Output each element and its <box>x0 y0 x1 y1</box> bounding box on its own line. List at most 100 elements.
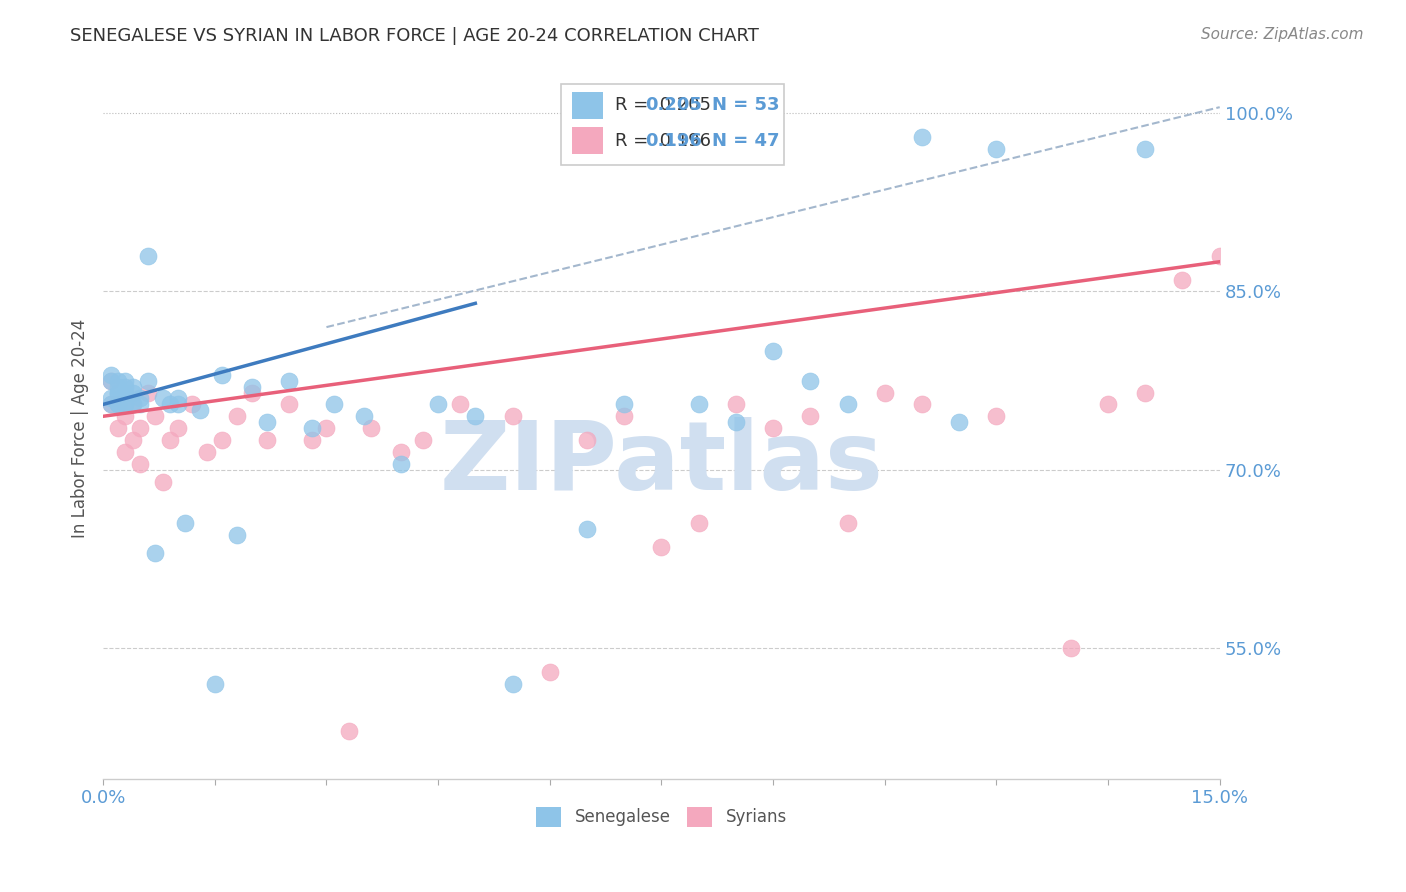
Text: SENEGALESE VS SYRIAN IN LABOR FORCE | AGE 20-24 CORRELATION CHART: SENEGALESE VS SYRIAN IN LABOR FORCE | AG… <box>70 27 759 45</box>
Point <box>762 421 785 435</box>
Point <box>100 368 122 382</box>
Point <box>114 374 136 388</box>
Point <box>226 528 249 542</box>
Point <box>464 409 486 424</box>
Point <box>986 409 1008 424</box>
Point <box>613 409 636 424</box>
Point <box>122 379 145 393</box>
Point <box>129 397 152 411</box>
Point <box>188 403 211 417</box>
Point <box>1135 385 1157 400</box>
Point <box>174 516 197 531</box>
Point <box>100 374 122 388</box>
Point <box>1097 397 1119 411</box>
FancyBboxPatch shape <box>572 92 603 119</box>
Point <box>136 374 159 388</box>
Point <box>240 379 263 393</box>
Point <box>278 374 301 388</box>
Point <box>107 379 129 393</box>
Point <box>129 457 152 471</box>
Point <box>575 433 598 447</box>
Point <box>122 397 145 411</box>
Point <box>159 397 181 411</box>
Point <box>449 397 471 411</box>
Point <box>114 397 136 411</box>
Point <box>278 397 301 411</box>
Text: R =  0.205: R = 0.205 <box>614 96 710 114</box>
Point <box>240 385 263 400</box>
Point <box>166 421 188 435</box>
Point <box>256 433 278 447</box>
Point <box>688 397 710 411</box>
Point <box>129 421 152 435</box>
Point <box>837 516 859 531</box>
Point <box>1171 272 1194 286</box>
Point <box>166 392 188 406</box>
Point <box>322 397 344 411</box>
Point <box>1135 142 1157 156</box>
Text: R =  0.196: R = 0.196 <box>614 132 710 150</box>
Point <box>427 397 450 411</box>
Point <box>724 415 747 429</box>
Point <box>114 385 136 400</box>
Point <box>143 409 166 424</box>
Point <box>129 392 152 406</box>
Point <box>353 409 375 424</box>
Point <box>195 445 218 459</box>
Point <box>724 397 747 411</box>
Point <box>204 677 226 691</box>
Point <box>799 374 821 388</box>
Text: Source: ZipAtlas.com: Source: ZipAtlas.com <box>1201 27 1364 42</box>
Point <box>1209 249 1232 263</box>
Point <box>107 385 129 400</box>
Point <box>948 415 970 429</box>
Point <box>100 392 122 406</box>
Point <box>107 374 129 388</box>
Point <box>1060 641 1083 656</box>
Point <box>114 379 136 393</box>
Point <box>114 445 136 459</box>
Point <box>122 397 145 411</box>
Point <box>107 421 129 435</box>
Point <box>107 397 129 411</box>
FancyBboxPatch shape <box>561 85 785 165</box>
Point <box>100 374 122 388</box>
Y-axis label: In Labor Force | Age 20-24: In Labor Force | Age 20-24 <box>72 318 89 538</box>
Point <box>389 457 412 471</box>
Point <box>575 522 598 536</box>
Point <box>122 385 145 400</box>
Point <box>256 415 278 429</box>
Point <box>136 249 159 263</box>
Point <box>837 397 859 411</box>
Text: N = 53: N = 53 <box>711 96 779 114</box>
Point <box>799 409 821 424</box>
Point <box>911 397 934 411</box>
Point <box>211 368 233 382</box>
Point <box>211 433 233 447</box>
Point <box>412 433 434 447</box>
Point <box>360 421 382 435</box>
Point <box>114 397 136 411</box>
Point <box>650 540 672 554</box>
Point <box>301 433 323 447</box>
Point <box>337 724 360 739</box>
Point <box>226 409 249 424</box>
Point <box>911 129 934 144</box>
Point <box>107 397 129 411</box>
FancyBboxPatch shape <box>572 128 603 154</box>
Point <box>107 385 129 400</box>
Point <box>873 385 896 400</box>
Point <box>152 475 174 489</box>
Point <box>389 445 412 459</box>
Point <box>502 409 524 424</box>
Point <box>613 397 636 411</box>
Text: 0.196: 0.196 <box>645 132 702 150</box>
Text: ZIPatlas: ZIPatlas <box>440 417 883 509</box>
Point <box>688 516 710 531</box>
Point <box>986 142 1008 156</box>
Point <box>100 397 122 411</box>
Point <box>166 397 188 411</box>
Point <box>762 343 785 358</box>
Point <box>315 421 337 435</box>
Point <box>143 546 166 560</box>
